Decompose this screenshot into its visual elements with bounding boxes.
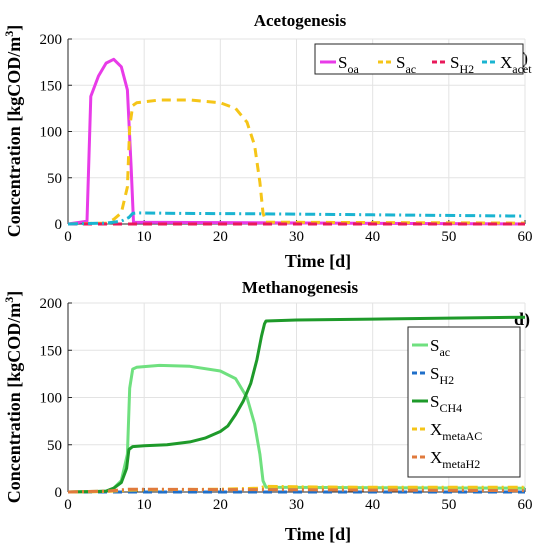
legend-label-sub: ac [405,62,416,76]
x-tick-label: 30 [289,497,304,513]
y-tick-label: 150 [40,78,63,94]
y-tick-label: 0 [55,485,63,501]
legend-entry: XmetaAC [430,420,482,443]
x-tick-label: 40 [365,229,380,245]
y-tick-label: 0 [55,217,63,233]
x-tick-label: 0 [64,229,72,245]
y-tick-label: 50 [47,171,62,187]
x-tick-label: 0 [64,497,72,513]
legend-entry: XmetaH2 [430,448,480,471]
x-tick-label: 20 [213,497,228,513]
y-tick-label: 100 [40,125,63,141]
legend-label-main: S [396,53,405,72]
legend-label-sub: metaH2 [442,457,480,471]
x-axis-label-methanogenesis: Time [d] [285,524,351,544]
y-tick-label: 100 [40,391,63,407]
chart-title-methanogenesis: Methanogenesis [242,278,359,297]
legend-entry: Sac [430,336,450,359]
x-tick-label: 60 [518,229,533,245]
x-tick-label: 20 [213,229,228,245]
legend-label-main: S [450,53,459,72]
legend-label-sub: oa [347,62,359,76]
series-line-s-ch4 [67,315,526,494]
legend-box [314,43,524,75]
x-axis-label-acetogenesis: Time [d] [285,251,351,271]
plot-methanogenesis: 0 10 20 30 40 50 60 0 50 100 150 200 Concentration [… [2,291,533,513]
y-tick-label: 200 [40,296,63,312]
legend-label-main: S [430,392,439,411]
y-tick-label: 200 [40,32,63,48]
y-axis-label-methanogenesis: Concentration [kgCOD/m3] [2,291,24,504]
legend-entry: Soa [338,53,359,76]
x-tick-label: 10 [137,229,152,245]
series-line-x-metah2 [67,487,526,494]
chart-title-acetogenesis: Acetogenesis [254,11,347,30]
x-tick-label: 50 [441,497,456,513]
legend-entry: Sac [396,53,416,76]
y-axis-label-acetogenesis: Concentration [kgCOD/m3] [2,25,24,238]
legend-entry: SH2 [450,53,474,76]
y-tick-label: 50 [47,438,62,454]
x-tick-label: 10 [137,497,152,513]
legend-label-main: X [500,53,512,72]
legend-entry: SH2 [430,364,454,387]
legend-label-sub: ac [439,345,450,359]
legend-entry: SCH4 [430,392,462,415]
legend-label-main: S [338,53,347,72]
legend-label-sub: H2 [459,62,474,76]
legend-acetogenesis: Soa Sac SH2 Xacet [314,43,532,76]
series-line-s-oa [67,57,526,226]
legend-label-sub: H2 [439,373,454,387]
legend-label-sub: CH4 [439,401,462,415]
x-tick-label: 50 [441,229,456,245]
x-tick-label: 60 [518,497,533,513]
legend-label-main: X [430,448,442,467]
legend-label-sub: acet [512,62,532,76]
y-tick-label: 150 [40,343,63,359]
plot-acetogenesis: 0 10 20 30 40 50 60 0 50 100 150 200 Concentration [… [2,25,533,245]
x-tick-label: 40 [365,497,380,513]
legend-label-main: S [430,336,439,355]
legend-entry: Xacet [500,53,532,76]
series-line-x-acet [67,211,526,226]
legend-label-main: S [430,364,439,383]
panel-label-d: d) [514,309,530,330]
x-tick-label: 30 [289,229,304,245]
legend-label-main: X [430,420,442,439]
legend-label-sub: metaAC [442,429,482,443]
